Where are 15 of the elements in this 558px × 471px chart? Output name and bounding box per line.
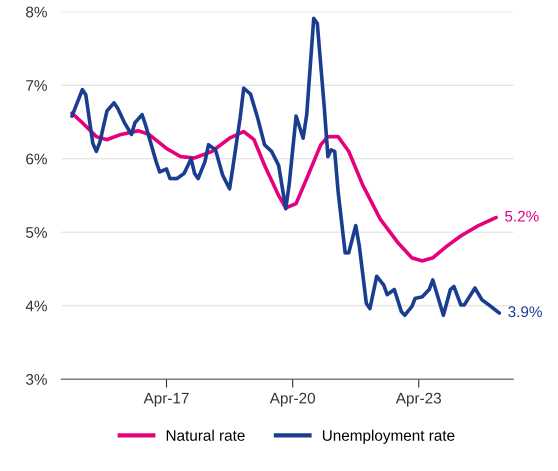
y-tick-label: 8% xyxy=(26,6,47,18)
x-tick-label: Apr-20 xyxy=(270,392,315,407)
data-label: 5.2% xyxy=(505,210,539,222)
data-label: 3.9% xyxy=(508,306,542,318)
line-series xyxy=(70,111,498,263)
legend-label: Unemployment rate xyxy=(322,430,454,444)
y-tick-label: 5% xyxy=(26,227,47,238)
x-tick-label: Apr-23 xyxy=(396,392,441,407)
legend-label: Natural rate xyxy=(166,430,245,441)
line-series xyxy=(70,16,502,318)
y-tick-label: 6% xyxy=(26,154,47,164)
y-tick-label: 7% xyxy=(26,80,47,91)
y-tick-label: 4% xyxy=(26,300,47,312)
y-tick-label: 3% xyxy=(26,374,47,385)
x-tick-label: Apr-17 xyxy=(144,392,189,407)
